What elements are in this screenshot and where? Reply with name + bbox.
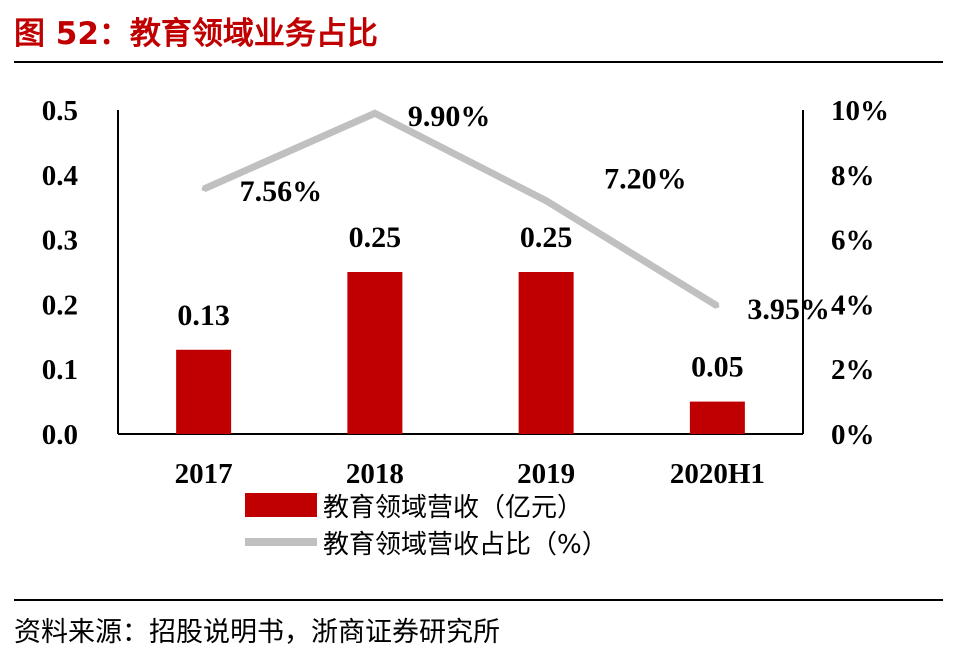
legend-bar-label: 教育领域营收（亿元）: [323, 492, 584, 523]
legend-item-line: 教育领域营收占比（%）: [245, 525, 608, 560]
left-axis-tick-label: 0.3: [42, 225, 78, 257]
bar: [347, 272, 403, 434]
line-data-label: 7.56%: [240, 175, 323, 208]
x-axis-tick-label: 2017: [175, 458, 233, 490]
bar: [689, 401, 745, 434]
line-point: [544, 198, 549, 203]
right-axis-tick-label: 0%: [831, 419, 875, 451]
figure-title: 图 52：教育领域业务占比: [14, 16, 378, 52]
chart-axes: 0.0 0.1 0.2 0.3 0.4 0.5 0% 2% 4% 6% 8% 10% 2017 2018 2…: [42, 95, 889, 490]
left-axis-tick-label: 0.0: [42, 419, 78, 451]
combo-chart: 0.0 0.1 0.2 0.3 0.4 0.5 0% 2% 4% 6% 8% 10% 2017 2018 2…: [42, 95, 889, 490]
line-point: [715, 304, 720, 309]
x-axis-tick-label: 2019: [517, 458, 575, 490]
legend-item-bar: 教育领域营收（亿元）: [245, 488, 608, 523]
right-axis-tick-label: 4%: [831, 289, 875, 321]
bar-data-label: 0.05: [691, 351, 744, 384]
line-path: [202, 109, 720, 310]
bar-data-label: 0.13: [177, 299, 230, 332]
left-axis-tick-label: 0.2: [42, 289, 78, 321]
top-rule: [14, 61, 943, 63]
right-axis-tick-label: 2%: [831, 354, 875, 386]
left-axis-tick-label: 0.4: [42, 160, 78, 192]
legend-line-swatch: [245, 538, 317, 546]
legend-line-label: 教育领域营收占比（%）: [323, 529, 608, 560]
bar-data-label: 0.25: [520, 221, 573, 254]
right-axis-tick-label: 6%: [831, 225, 875, 257]
legend: 教育领域营收（亿元） 教育领域营收占比（%）: [245, 488, 608, 562]
left-axis-tick-label: 0.5: [42, 95, 78, 127]
line-data-label: 3.95%: [747, 293, 830, 326]
line-point: [372, 111, 377, 116]
right-axis-tick-label: 8%: [831, 160, 875, 192]
legend-bar-swatch: [245, 493, 317, 517]
bottom-rule: [14, 599, 943, 601]
bar: [176, 349, 232, 434]
x-axis-tick-label: 2020H1: [670, 458, 765, 490]
source-note: 资料来源：招股说明书，浙商证券研究所: [14, 617, 500, 648]
data-labels: 0.13 0.25 0.25 0.05 7.56% 9.90% 7.20% 3.95%: [177, 100, 830, 383]
left-axis-tick-label: 0.1: [42, 354, 78, 386]
line-data-label: 7.20%: [604, 163, 687, 196]
bar: [518, 272, 574, 434]
bar-data-label: 0.25: [349, 221, 402, 254]
bar-series: [176, 272, 745, 434]
x-axis-tick-label: 2018: [346, 458, 404, 490]
right-axis-tick-label: 10%: [831, 95, 889, 127]
line-data-label: 9.90%: [408, 100, 491, 133]
line-point: [201, 187, 206, 192]
line-series: [201, 109, 720, 310]
